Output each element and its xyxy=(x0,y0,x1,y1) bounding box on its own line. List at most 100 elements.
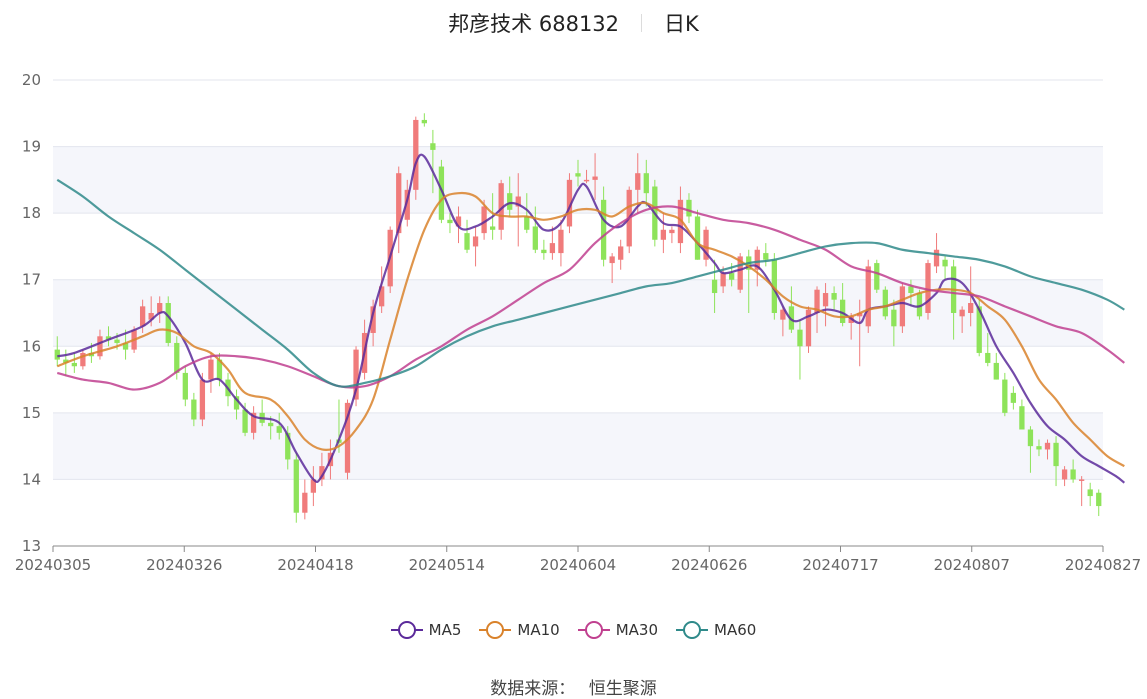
candle-body xyxy=(421,119,427,124)
grid-band xyxy=(53,479,1103,546)
candle-body xyxy=(729,273,735,280)
candle-body xyxy=(754,249,760,270)
candle-body xyxy=(660,229,667,240)
legend-item-ma10[interactable]: MA10 xyxy=(479,620,560,640)
data-source: 数据来源： 恒生聚源 xyxy=(0,674,1147,699)
candle-body xyxy=(933,249,940,267)
legend-label-ma30: MA30 xyxy=(615,621,659,639)
candle-body xyxy=(763,253,769,260)
candle-body xyxy=(737,256,743,290)
candle-body xyxy=(968,303,974,313)
candle-body xyxy=(310,479,317,493)
grid-band xyxy=(53,412,1103,480)
candle-body xyxy=(268,422,274,427)
legend-label-ma5: MA5 xyxy=(428,621,462,639)
candle-body xyxy=(80,352,86,367)
candle-body xyxy=(1036,446,1042,450)
period-label: 日K xyxy=(664,12,699,36)
x-tick-label: 20240326 xyxy=(146,556,222,574)
candle-body xyxy=(839,299,846,323)
candle-body xyxy=(831,293,837,300)
candle-body xyxy=(515,196,521,207)
y-tick-label: 15 xyxy=(22,404,41,422)
candle-body xyxy=(925,263,931,313)
legend-swatch-ma5 xyxy=(390,620,423,640)
candle-body xyxy=(1087,489,1093,497)
series-line-ma5 xyxy=(57,153,1126,484)
candle-body xyxy=(618,246,624,260)
candle-body xyxy=(233,396,240,410)
candle-body xyxy=(379,286,385,307)
candle-body xyxy=(916,293,923,317)
candle-body xyxy=(472,236,479,247)
candle-body xyxy=(413,119,419,190)
y-tick-label: 20 xyxy=(22,71,41,89)
series-line-ma30 xyxy=(56,205,1126,391)
candle-body xyxy=(993,362,999,380)
candle-body xyxy=(797,329,803,347)
candle-body xyxy=(985,352,991,363)
candle-body xyxy=(498,183,504,230)
source-name: 恒生聚源 xyxy=(588,679,657,699)
candle-body xyxy=(583,179,590,182)
x-tick-label: 20240807 xyxy=(934,556,1010,574)
candle-body xyxy=(293,459,299,513)
candle-body xyxy=(1002,379,1008,413)
candle-body xyxy=(532,226,538,250)
legend-swatch-ma30 xyxy=(577,620,610,640)
candle-body xyxy=(148,313,154,320)
legend-item-ma5[interactable]: MA5 xyxy=(390,620,462,640)
candle-body xyxy=(1096,492,1102,507)
candle-body xyxy=(438,166,445,220)
candle-body xyxy=(430,143,436,150)
candle-body xyxy=(1019,406,1025,430)
x-tick-label: 20240305 xyxy=(15,556,91,574)
candle-body xyxy=(874,263,880,290)
x-tick-label: 20240604 xyxy=(540,556,616,574)
y-tick-label: 14 xyxy=(22,470,41,488)
candle-body xyxy=(976,306,982,353)
y-tick-label: 16 xyxy=(22,337,41,355)
legend-item-ma30[interactable]: MA30 xyxy=(577,620,659,640)
candle-body xyxy=(677,199,684,244)
candle-body xyxy=(54,349,60,360)
legend-item-ma60[interactable]: MA60 xyxy=(676,620,756,640)
candle-body xyxy=(276,426,282,433)
source-label: 数据来源： xyxy=(490,679,576,699)
grid-band xyxy=(53,80,1103,147)
candle-body xyxy=(891,309,897,327)
candle-body xyxy=(549,243,556,254)
candle-body xyxy=(182,372,188,400)
candle-body xyxy=(1053,442,1059,467)
candlestick-chart: 13 14 15 16 17 18 19 20 20240305 20240326 20240418… xyxy=(15,71,1141,574)
candle-body xyxy=(208,359,214,380)
candle-body xyxy=(780,309,786,320)
candle-body xyxy=(1044,442,1051,450)
x-tick-label: 20240514 xyxy=(409,556,485,574)
candle-body xyxy=(942,259,948,267)
candle-body xyxy=(302,492,308,513)
candle-body xyxy=(703,229,709,260)
candle-body xyxy=(71,362,77,367)
candle-body xyxy=(139,306,146,327)
candle-body xyxy=(344,402,351,473)
x-tick-label: 20240626 xyxy=(671,556,747,574)
candle-body xyxy=(464,233,470,250)
candle-body xyxy=(771,259,777,313)
candle-body xyxy=(1070,469,1076,480)
candle-body xyxy=(566,179,573,227)
candle-body xyxy=(805,309,812,347)
candle-body xyxy=(694,216,701,260)
series-line-ma10 xyxy=(56,191,1125,468)
candle-body xyxy=(720,273,726,287)
candle-body xyxy=(242,409,248,433)
candle-body xyxy=(404,189,410,220)
candle-body xyxy=(105,336,112,340)
candle-body xyxy=(63,359,69,363)
series-line-ma60 xyxy=(56,178,1125,388)
candle-body xyxy=(250,412,257,433)
candle-body xyxy=(865,266,871,327)
legend-swatch-ma10 xyxy=(479,620,512,640)
candle-body xyxy=(882,289,888,317)
candle-body xyxy=(216,359,223,380)
